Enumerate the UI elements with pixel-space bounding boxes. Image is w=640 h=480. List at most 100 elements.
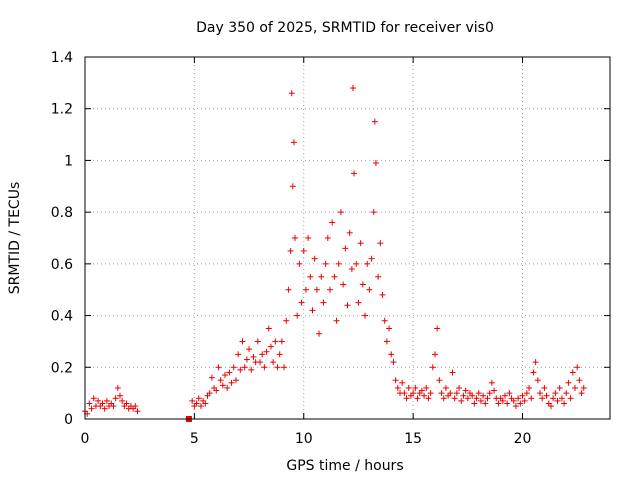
data-point [388, 351, 395, 358]
data-point [563, 390, 570, 397]
data-point [132, 403, 139, 410]
data-point [274, 364, 281, 371]
data-point [394, 384, 401, 391]
data-point [232, 377, 239, 384]
x-tick-label: 0 [81, 431, 90, 447]
data-point [351, 170, 358, 177]
data-point [226, 369, 233, 376]
data-point [576, 377, 583, 384]
data-point [556, 384, 563, 391]
data-point [528, 395, 535, 402]
data-point [550, 395, 557, 402]
data-point [300, 247, 307, 254]
data-point [414, 395, 421, 402]
data-point [344, 302, 351, 309]
plot-frame [84, 56, 611, 420]
data-point [491, 387, 498, 394]
data-point [307, 273, 314, 280]
data-point [246, 346, 253, 353]
data-points [82, 85, 587, 422]
data-point [392, 377, 399, 384]
data-point [305, 235, 312, 241]
data-point [235, 351, 242, 358]
data-point [499, 397, 506, 404]
data-point [449, 369, 456, 376]
data-point [438, 390, 445, 397]
data-point [239, 338, 246, 345]
data-point [189, 397, 196, 404]
data-point [515, 395, 522, 402]
data-point [541, 384, 548, 391]
data-point [327, 286, 333, 293]
data-point [331, 273, 338, 280]
data-point [561, 400, 568, 407]
data-point [383, 338, 390, 345]
data-point [458, 397, 465, 404]
data-point [390, 359, 397, 366]
data-point [103, 397, 110, 404]
data-point [309, 307, 316, 314]
data-point [250, 353, 257, 360]
data-point [475, 390, 482, 397]
data-point [442, 384, 449, 391]
data-point [353, 260, 360, 267]
data-point [320, 299, 327, 306]
data-point [512, 403, 519, 410]
x-tick-label: 15 [404, 431, 422, 447]
y-tick-label: 0.4 [51, 309, 73, 325]
data-point [355, 299, 362, 306]
data-point [427, 390, 434, 397]
data-point [506, 390, 513, 397]
data-point [215, 364, 222, 371]
data-point [276, 351, 283, 358]
data-point [202, 400, 209, 407]
data-point [230, 364, 237, 371]
data-point [359, 281, 366, 288]
data-point [114, 384, 121, 391]
data-point [290, 139, 297, 146]
data-point [480, 392, 487, 399]
data-point [486, 390, 493, 397]
data-point [110, 403, 117, 410]
data-point [534, 377, 541, 384]
data-point [119, 397, 126, 404]
data-point [462, 387, 469, 394]
data-point [502, 392, 508, 399]
data-point [86, 400, 93, 407]
data-point [340, 281, 347, 288]
data-point [278, 338, 285, 345]
data-point [371, 118, 378, 125]
data-point [469, 392, 476, 399]
data-point [313, 286, 320, 293]
data-point [311, 255, 318, 262]
data-point [117, 392, 123, 399]
data-point [526, 384, 533, 391]
data-point [342, 245, 349, 252]
data-point [112, 395, 119, 402]
data-point [219, 382, 226, 389]
data-point [346, 229, 353, 236]
data-point [335, 260, 342, 267]
data-point [464, 395, 471, 402]
data-point [348, 266, 355, 273]
data-point [504, 400, 511, 407]
data-point [224, 384, 231, 391]
data-point [296, 260, 303, 267]
data-point [228, 379, 235, 386]
data-point [372, 160, 379, 167]
data-point [357, 240, 364, 247]
data-point [547, 403, 554, 410]
data-point [272, 338, 279, 345]
data-point [434, 325, 441, 332]
data-point [399, 379, 406, 386]
data-point [565, 379, 572, 386]
data-point [484, 395, 491, 402]
y-tick-label: 0.2 [51, 360, 73, 376]
data-point [241, 364, 248, 371]
y-tick-label: 0.8 [51, 205, 73, 221]
data-point [329, 219, 336, 226]
data-point [288, 90, 295, 97]
data-point [436, 377, 443, 384]
data-point [574, 364, 581, 371]
